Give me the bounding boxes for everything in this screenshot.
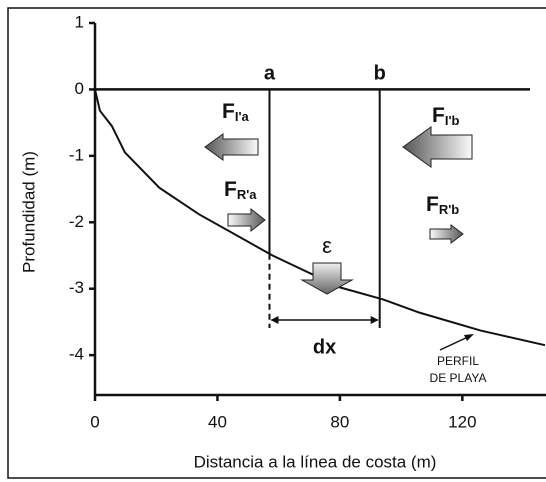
section-label: a xyxy=(264,62,276,84)
x-tick-label: 0 xyxy=(90,412,99,431)
force-arrow xyxy=(204,133,259,161)
force-symbol: F xyxy=(432,104,445,127)
dx-arrowhead xyxy=(270,316,279,324)
section-label: b xyxy=(374,62,386,84)
y-tick-label: -3 xyxy=(69,278,84,297)
epsilon-label: ε xyxy=(322,233,332,258)
force-symbol: F xyxy=(222,100,235,123)
force-arrow xyxy=(429,224,464,244)
force-subscript: R'b xyxy=(439,202,459,217)
profile-label: PERFIL xyxy=(437,354,479,368)
x-tick-label: 80 xyxy=(330,412,349,431)
epsilon-arrow xyxy=(300,262,354,295)
x-tick-label: 120 xyxy=(448,412,476,431)
dx-label: dx xyxy=(313,336,336,358)
force-label: FI'a xyxy=(222,100,250,125)
y-tick-label: -4 xyxy=(69,345,84,364)
force-subscript: I'b xyxy=(445,113,460,128)
y-tick-label: -2 xyxy=(69,212,84,231)
profile-pointer-head xyxy=(464,334,474,341)
y-tick-label: 1 xyxy=(75,12,84,31)
force-label: FI'b xyxy=(432,104,460,129)
force-subscript: I'a xyxy=(235,109,250,124)
dx-arrowhead xyxy=(370,316,379,324)
force-symbol: F xyxy=(224,178,237,201)
profile-pointer xyxy=(439,335,471,351)
frame xyxy=(7,7,546,479)
y-axis-label: Profundidad (m) xyxy=(19,151,38,273)
x-tick-label: 40 xyxy=(208,412,227,431)
y-tick-label: 0 xyxy=(75,79,84,98)
x-axis-label: Distancia a la línea de costa (m) xyxy=(194,452,437,471)
force-label: FR'b xyxy=(426,193,459,218)
y-tick-label: -1 xyxy=(69,145,84,164)
force-arrow xyxy=(402,126,473,168)
force-subscript: R'a xyxy=(237,187,257,202)
force-symbol: F xyxy=(426,193,439,216)
beach-profile xyxy=(94,89,546,347)
profile-label: DE PLAYA xyxy=(430,371,487,385)
force-label: FR'a xyxy=(224,178,257,203)
force-arrow xyxy=(227,207,266,233)
